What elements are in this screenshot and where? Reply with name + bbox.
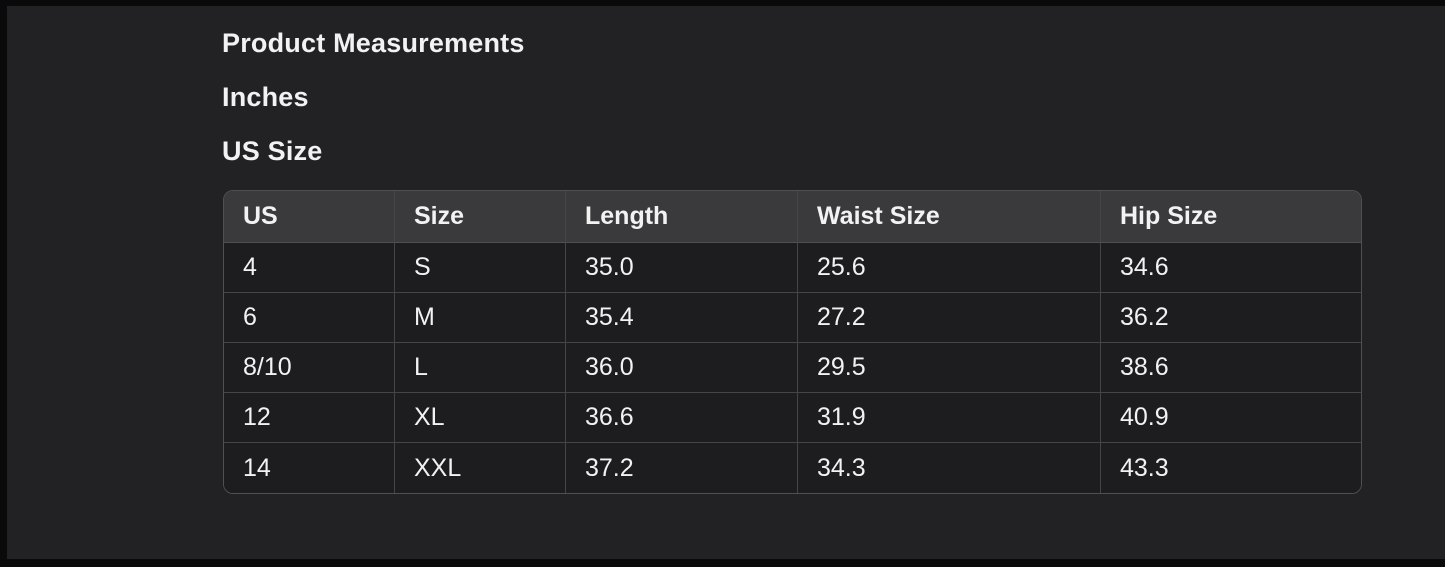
table-cell: 40.9 xyxy=(1101,393,1361,443)
table-cell: 35.0 xyxy=(566,243,798,293)
table-cell: 36.2 xyxy=(1101,293,1361,343)
table-cell: 35.4 xyxy=(566,293,798,343)
table-cell: S xyxy=(395,243,566,293)
table-cell: 43.3 xyxy=(1101,443,1361,493)
table-row: 6 M 35.4 27.2 36.2 xyxy=(224,293,1361,343)
table-cell: 12 xyxy=(224,393,395,443)
table-cell: XXL xyxy=(395,443,566,493)
table-cell: M xyxy=(395,293,566,343)
unit-label: Inches xyxy=(222,82,309,112)
table-cell: 6 xyxy=(224,293,395,343)
table-cell: 4 xyxy=(224,243,395,293)
table-cell: 37.2 xyxy=(566,443,798,493)
table-cell: 34.3 xyxy=(798,443,1101,493)
page-title: Product Measurements xyxy=(222,28,525,58)
measurements-table-body: 4 S 35.0 25.6 34.6 6 M 35.4 27.2 36.2 8/10 L 36.0 29.… xyxy=(224,243,1361,493)
column-header: US xyxy=(224,191,395,243)
table-cell: XL xyxy=(395,393,566,443)
table-cell: L xyxy=(395,343,566,393)
column-header: Waist Size xyxy=(798,191,1101,243)
table-row: 8/10 L 36.0 29.5 38.6 xyxy=(224,343,1361,393)
table-header-row: US Size Length Waist Size Hip Size xyxy=(224,191,1361,243)
size-system-label: US Size xyxy=(222,136,323,166)
column-header: Hip Size xyxy=(1101,191,1361,243)
measurements-table: US Size Length Waist Size Hip Size 4 S 35.0 25.… xyxy=(223,190,1362,494)
table-cell: 36.0 xyxy=(566,343,798,393)
column-header: Size xyxy=(395,191,566,243)
table-row: 4 S 35.0 25.6 34.6 xyxy=(224,243,1361,293)
table-row: 12 XL 36.6 31.9 40.9 xyxy=(224,393,1361,443)
table-cell: 25.6 xyxy=(798,243,1101,293)
table-cell: 8/10 xyxy=(224,343,395,393)
page-background: Product Measurements Inches US Size US Si… xyxy=(7,6,1445,559)
table-cell: 38.6 xyxy=(1101,343,1361,393)
column-header: Length xyxy=(566,191,798,243)
table-cell: 34.6 xyxy=(1101,243,1361,293)
table-row: 14 XXL 37.2 34.3 43.3 xyxy=(224,443,1361,493)
table-cell: 36.6 xyxy=(566,393,798,443)
table-cell: 29.5 xyxy=(798,343,1101,393)
table-cell: 31.9 xyxy=(798,393,1101,443)
measurements-table-header: US Size Length Waist Size Hip Size xyxy=(224,191,1361,243)
table-cell: 14 xyxy=(224,443,395,493)
table-cell: 27.2 xyxy=(798,293,1101,343)
measurements-section: Product Measurements Inches US Size US Si… xyxy=(7,6,1445,494)
